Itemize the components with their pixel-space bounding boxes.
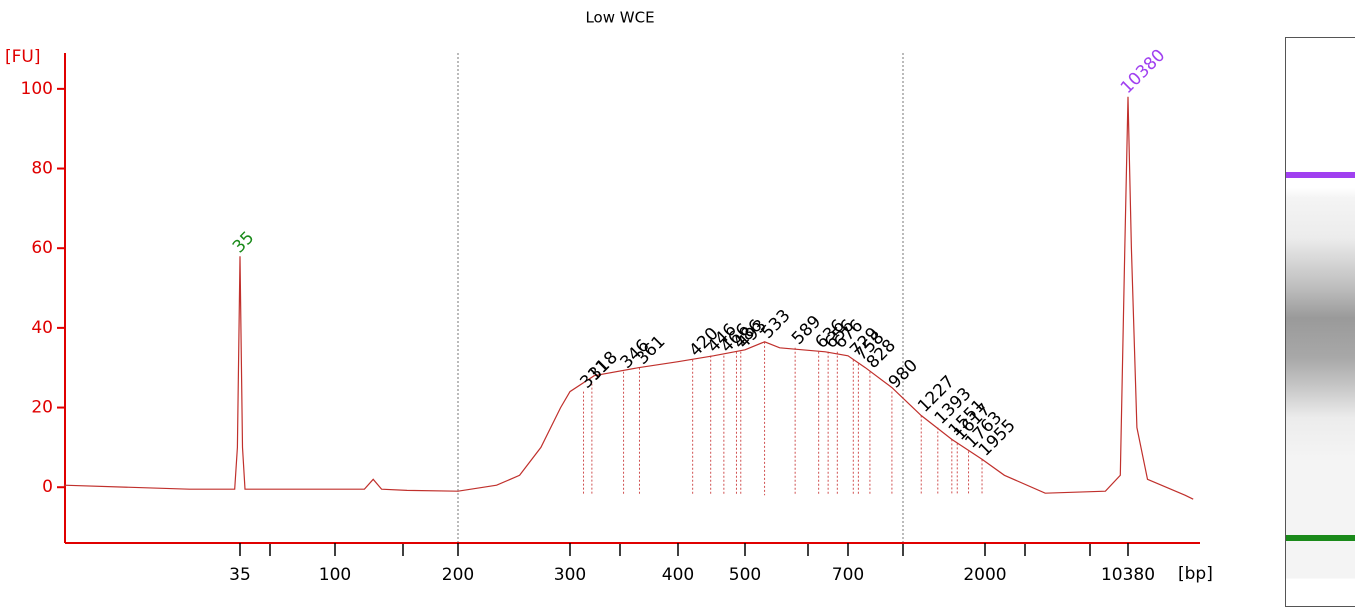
x-tick-label: 10380	[1101, 565, 1155, 585]
x-tick-label: 400	[662, 565, 694, 585]
chart: Low WCE [FU] [bp] 0 20 40 60 80 100 35 100 200 30…	[5, 9, 1213, 586]
x-tick-label: 200	[442, 565, 474, 585]
x-tick-label: 2000	[963, 565, 1006, 585]
marker-peak-label: 10380	[1117, 46, 1169, 98]
x-unit: [bp]	[1178, 564, 1213, 584]
trace	[63, 96, 1194, 500]
marker-peak-label: 35	[229, 228, 258, 257]
y-unit: [FU]	[5, 47, 41, 67]
region-lines	[457, 53, 904, 543]
y-tick-label: 100	[21, 79, 53, 99]
x-tick-label: 500	[729, 565, 761, 585]
x-tick-label: 700	[832, 565, 864, 585]
upper-marker-band	[1286, 172, 1355, 178]
lower-marker-band	[1286, 535, 1355, 541]
y-tick-label: 20	[31, 398, 53, 418]
chart-title: Low WCE	[585, 9, 654, 27]
x-tick-label: 35	[229, 565, 251, 585]
gel-lane	[1285, 37, 1355, 607]
x-tick-label: 100	[319, 565, 351, 585]
minor-ticks	[269, 543, 1091, 556]
y-tick-label: 60	[31, 238, 53, 258]
y-tick-label: 40	[31, 318, 53, 338]
y-tick-label: 80	[31, 159, 53, 179]
x-tick-label: 300	[554, 565, 586, 585]
y-tick-label: 0	[42, 477, 53, 497]
